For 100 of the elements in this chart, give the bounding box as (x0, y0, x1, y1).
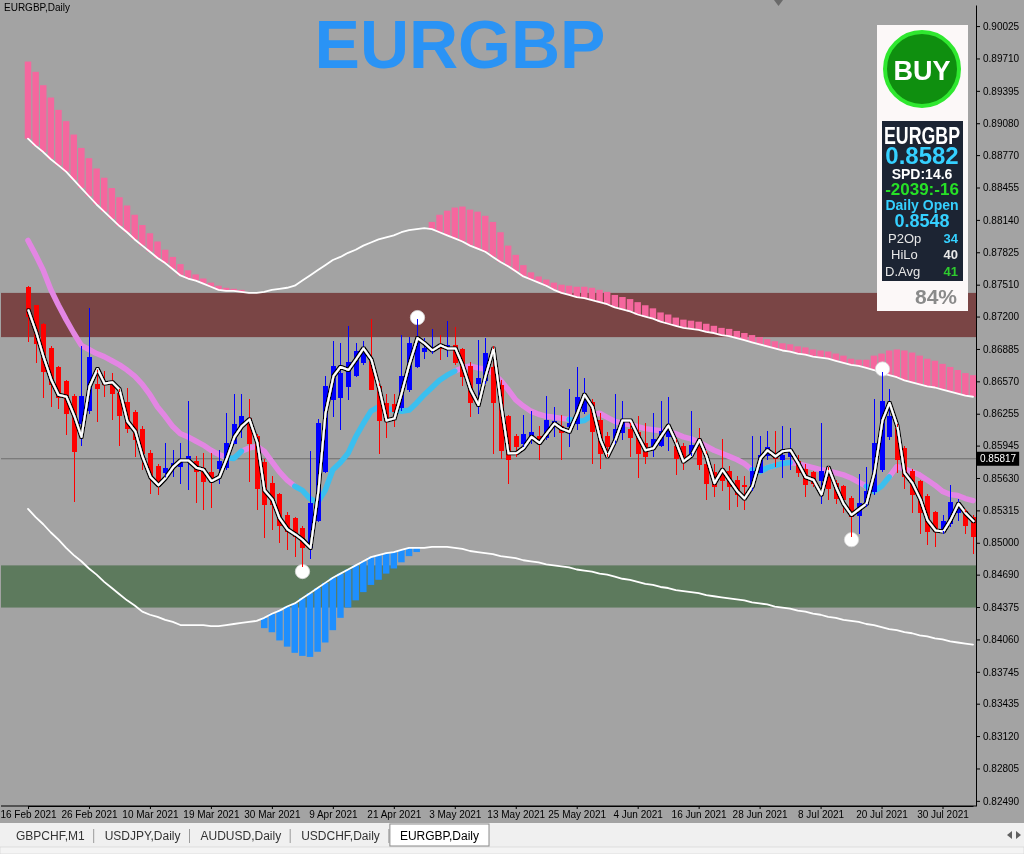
point (409, 310, 426, 326)
candlestick (567, 389, 572, 447)
x-tick-label: 30 Jul 2021 (917, 809, 970, 821)
candlestick (674, 439, 679, 476)
x-tick-label: 30 Mar 2021 (244, 809, 301, 821)
y-tick-label: 0.88770 (983, 149, 1020, 161)
x-tick-label: 4 Jun 2021 (613, 809, 664, 821)
y-tick-label: 0.87825 (983, 246, 1020, 258)
x-tick-label: 13 May 2021 (487, 809, 546, 821)
y-tick-label: 0.82490 (983, 795, 1020, 807)
candlestick (666, 397, 671, 451)
candlestick (521, 414, 526, 447)
candlestick (963, 509, 968, 535)
annotation: Daily Open (885, 197, 959, 213)
annotation: -2039:-16 (885, 180, 959, 199)
candlestick (491, 345, 496, 454)
chart-subtitle: EURGBP,Daily (4, 2, 70, 13)
y-tick-label: 0.87510 (983, 279, 1020, 291)
candlestick (79, 345, 84, 446)
y-tick-label: 0.87200 (983, 311, 1020, 323)
candlestick (392, 394, 397, 428)
candlestick (186, 401, 191, 490)
candlestick (857, 474, 862, 535)
annotation: SPD:14.6 (891, 166, 953, 182)
candlestick (819, 422, 824, 505)
candlestick (163, 442, 168, 478)
candlestick (742, 476, 747, 511)
point (843, 532, 860, 548)
y-tick-label: 0.82805 (983, 763, 1020, 775)
text: EURGBP,Daily (399, 829, 480, 843)
annotation: 84% (914, 285, 958, 308)
candlestick (780, 426, 785, 479)
candlestick (346, 326, 351, 401)
candlestick (841, 484, 846, 514)
candlestick (956, 499, 961, 521)
candlestick (110, 372, 115, 420)
x-tick-label: 8 Jul 2021 (798, 809, 845, 821)
x-tick-label: 16 Jun 2021 (671, 809, 728, 821)
y-tick-label: 0.90025 (983, 20, 1020, 32)
y-tick-label: 0.86570 (983, 376, 1020, 388)
annotation: 41 (943, 264, 958, 279)
y-tick-label: 0.86885 (983, 343, 1020, 355)
text: USDJPY,Daily (104, 829, 181, 843)
x-tick-label: 3 May 2021 (429, 809, 482, 821)
chart-title: EURGBP (314, 6, 606, 82)
candlestick (178, 442, 183, 484)
candlestick (217, 449, 222, 484)
x-tick-label: 10 Mar 2021 (122, 809, 179, 821)
candlestick (529, 410, 534, 444)
x-tick-label: 16 Feb 2021 (0, 809, 58, 821)
text: AUDUSD,Daily (200, 829, 282, 843)
x-tick-label: 20 Jul 2021 (856, 809, 909, 821)
y-tick-label: 0.89080 (983, 117, 1020, 129)
x-tick-label: 25 May 2021 (548, 809, 607, 821)
x-tick-label: 21 Apr 2021 (367, 809, 422, 821)
candlestick (849, 496, 854, 538)
annotation: 34 (943, 231, 959, 246)
x-tick-label: 26 Feb 2021 (61, 809, 118, 821)
y-tick-label: 0.85945 (983, 440, 1020, 452)
candlestick (156, 464, 161, 495)
y-tick-label: 0.84375 (983, 601, 1020, 613)
candlestick (293, 516, 298, 557)
point (874, 361, 891, 377)
y-tick-label: 0.84690 (983, 569, 1020, 581)
text: GBPCHF,M1 (16, 829, 85, 843)
annotation: P2Op (888, 231, 922, 246)
ref-line-label: 0.85817 (980, 453, 1017, 465)
line-series (27, 309, 975, 549)
point (294, 564, 311, 580)
candlestick (628, 422, 633, 457)
text: USDCHF,Daily (301, 829, 380, 843)
candlestick (704, 450, 709, 501)
y-tick-label: 0.83120 (983, 730, 1020, 742)
y-tick-label: 0.89710 (983, 53, 1020, 65)
candlestick (72, 394, 77, 503)
candlestick (369, 319, 374, 391)
candlestick (689, 410, 694, 456)
annotation: HiLo (891, 247, 918, 262)
candlestick (117, 389, 122, 446)
annotation: 40 (943, 247, 958, 262)
candlestick (476, 339, 481, 414)
y-tick-label: 0.85630 (983, 472, 1020, 484)
candlestick (422, 337, 427, 360)
x-tick-label: 28 Jun 2021 (732, 809, 789, 821)
candlestick (514, 434, 519, 457)
annotation: D.Avg (885, 264, 921, 279)
y-tick-label: 0.83745 (983, 666, 1020, 678)
y-tick-label: 0.88140 (983, 214, 1020, 226)
x-tick-label: 19 Mar 2021 (183, 809, 240, 821)
y-tick-label: 0.85000 (983, 537, 1020, 549)
candlestick (26, 286, 31, 342)
y-tick-label: 0.84060 (983, 634, 1020, 646)
annotation: BUY (893, 56, 951, 86)
candlestick (415, 319, 420, 369)
candlestick (605, 432, 610, 457)
y-tick-label: 0.85315 (983, 505, 1020, 517)
y-tick-label: 0.83435 (983, 698, 1020, 710)
candlestick (887, 389, 892, 441)
candlestick (239, 394, 244, 439)
candlestick (338, 342, 343, 431)
